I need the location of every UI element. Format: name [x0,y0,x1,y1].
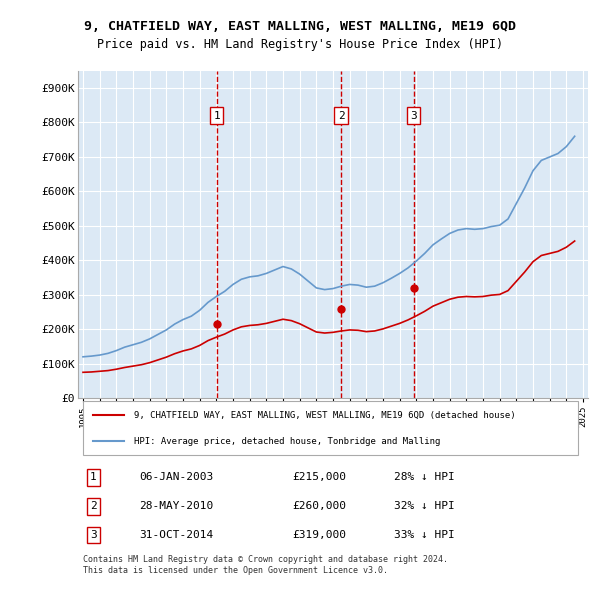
Text: 1: 1 [213,110,220,120]
Text: 28-MAY-2010: 28-MAY-2010 [139,501,214,511]
Text: £215,000: £215,000 [292,473,346,483]
Text: 28% ↓ HPI: 28% ↓ HPI [394,473,455,483]
Text: 1: 1 [90,473,97,483]
Text: HPI: Average price, detached house, Tonbridge and Malling: HPI: Average price, detached house, Tonb… [134,437,440,446]
Text: 2: 2 [338,110,344,120]
Text: 06-JAN-2003: 06-JAN-2003 [139,473,214,483]
Text: 9, CHATFIELD WAY, EAST MALLING, WEST MALLING, ME19 6QD (detached house): 9, CHATFIELD WAY, EAST MALLING, WEST MAL… [134,411,516,419]
Text: 32% ↓ HPI: 32% ↓ HPI [394,501,455,511]
Text: 3: 3 [410,110,417,120]
Text: £319,000: £319,000 [292,530,346,540]
Text: Contains HM Land Registry data © Crown copyright and database right 2024.
This d: Contains HM Land Registry data © Crown c… [83,555,448,575]
FancyBboxPatch shape [83,401,578,455]
Text: 33% ↓ HPI: 33% ↓ HPI [394,530,455,540]
Text: Price paid vs. HM Land Registry's House Price Index (HPI): Price paid vs. HM Land Registry's House … [97,38,503,51]
Text: 31-OCT-2014: 31-OCT-2014 [139,530,214,540]
Text: £260,000: £260,000 [292,501,346,511]
Text: 3: 3 [90,530,97,540]
Text: 9, CHATFIELD WAY, EAST MALLING, WEST MALLING, ME19 6QD: 9, CHATFIELD WAY, EAST MALLING, WEST MAL… [84,20,516,33]
Text: 2: 2 [90,501,97,511]
